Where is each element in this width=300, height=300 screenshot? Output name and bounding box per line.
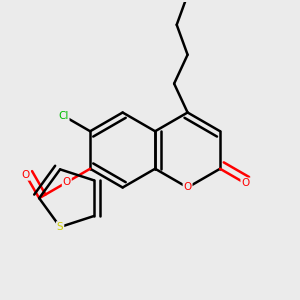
Text: O: O xyxy=(241,178,250,188)
Text: S: S xyxy=(57,222,63,232)
Text: O: O xyxy=(63,177,71,187)
Text: O: O xyxy=(184,182,192,193)
Text: Cl: Cl xyxy=(58,111,69,121)
Text: O: O xyxy=(22,170,30,180)
